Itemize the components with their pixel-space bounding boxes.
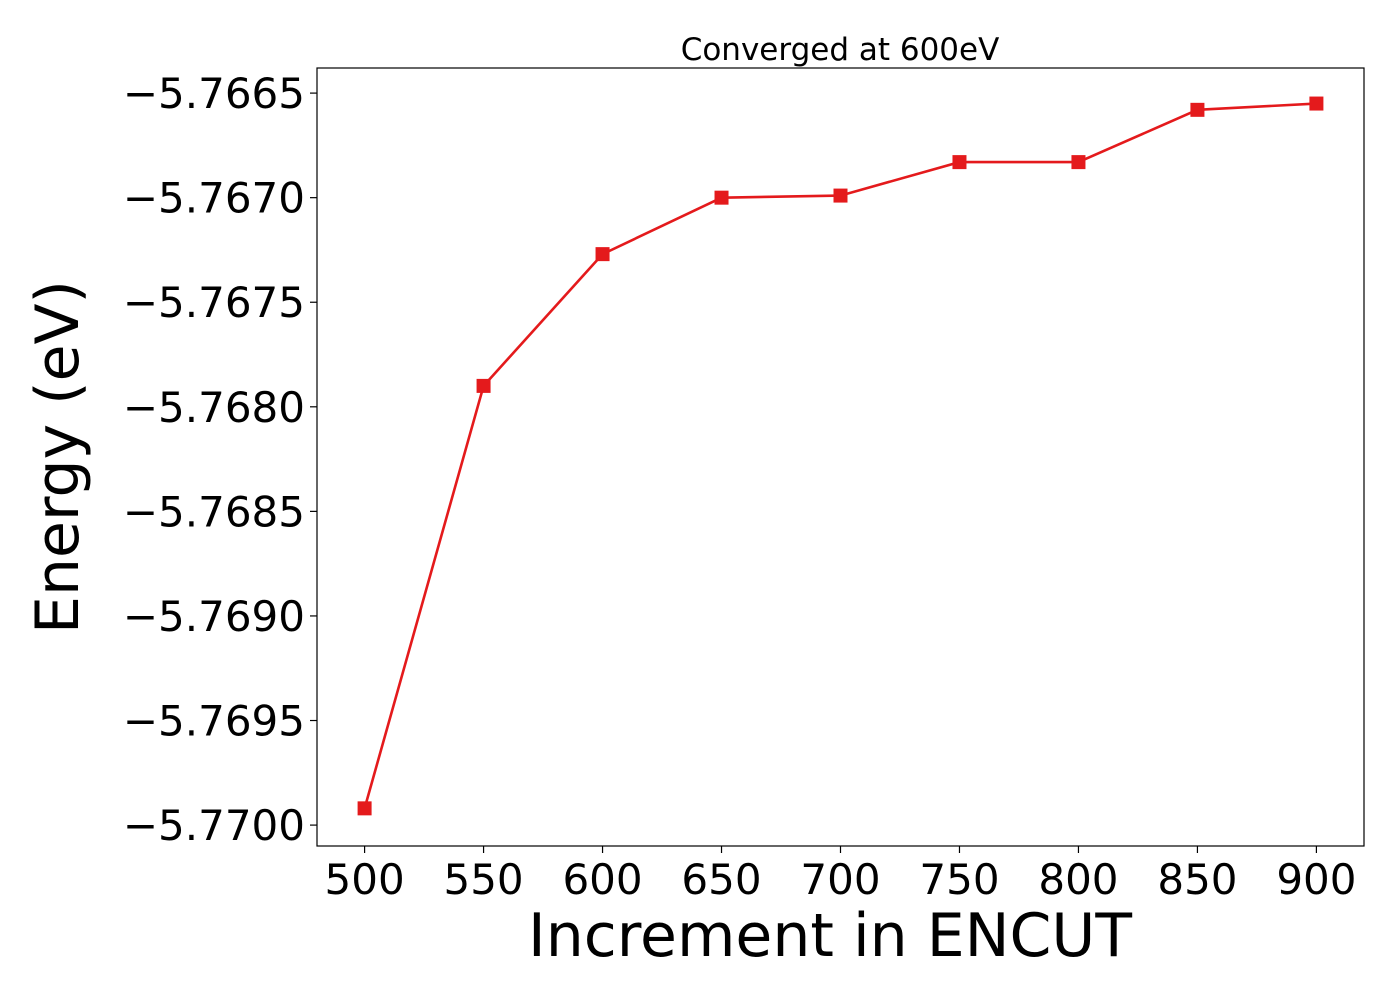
plot-area-frame bbox=[316, 67, 1365, 847]
x-tick-label: 700 bbox=[800, 855, 880, 904]
x-tick-label: 750 bbox=[919, 855, 999, 904]
x-tick-label: 500 bbox=[325, 855, 405, 904]
y-tick-label: −5.7675 bbox=[123, 278, 305, 327]
data-point-marker bbox=[357, 801, 372, 816]
chart-title: Converged at 600eV bbox=[681, 32, 1000, 68]
data-point-marker bbox=[1190, 102, 1205, 117]
data-point-marker bbox=[1071, 155, 1086, 170]
x-axis-label: Increment in ENCUT bbox=[528, 901, 1132, 971]
y-tick-label: −5.7700 bbox=[123, 801, 305, 850]
x-axis-ticks: 500 550 600 650 700 750 800 850 900 bbox=[325, 846, 1356, 904]
y-axis-ticks: −5.7700 −5.7695 −5.7690 −5.7685 −5.7680 −5.76… bbox=[123, 69, 317, 850]
data-point-marker bbox=[476, 378, 491, 393]
x-tick-label: 850 bbox=[1157, 855, 1237, 904]
y-tick-label: −5.7695 bbox=[123, 697, 305, 746]
y-tick-label: −5.7680 bbox=[123, 383, 305, 432]
data-point-marker bbox=[714, 190, 729, 205]
x-tick-label: 650 bbox=[681, 855, 761, 904]
data-point-marker bbox=[833, 188, 848, 203]
y-tick-label: −5.7685 bbox=[123, 487, 305, 536]
x-tick-label: 800 bbox=[1038, 855, 1118, 904]
x-tick-label: 600 bbox=[562, 855, 642, 904]
x-tick-label: 900 bbox=[1276, 855, 1356, 904]
y-axis-label: Energy (eV) bbox=[23, 280, 93, 634]
series-line bbox=[363, 102, 1317, 809]
data-point-marker bbox=[1309, 96, 1324, 111]
y-tick-label: −5.7665 bbox=[123, 69, 305, 118]
data-point-marker bbox=[952, 155, 967, 170]
y-tick-label: −5.7670 bbox=[123, 174, 305, 223]
data-point-marker bbox=[595, 247, 610, 262]
series-layer bbox=[357, 96, 1324, 816]
x-tick-label: 550 bbox=[443, 855, 523, 904]
y-tick-label: −5.7690 bbox=[123, 592, 305, 641]
